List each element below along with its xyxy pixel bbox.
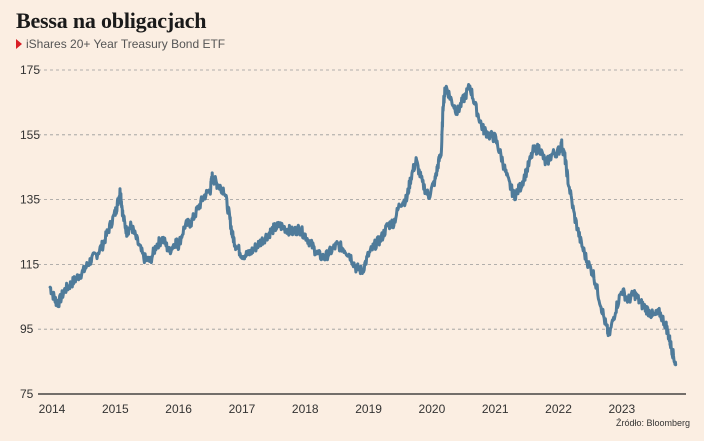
x-tick-label: 2015 <box>102 402 129 416</box>
x-tick-label: 2022 <box>545 402 572 416</box>
x-tick-label: 2021 <box>482 402 509 416</box>
y-tick-label: 135 <box>20 193 40 207</box>
chart-subtitle: iShares 20+ Year Treasury Bond ETF <box>16 37 225 51</box>
source-note: Źródło: Bloomberg <box>615 418 690 428</box>
x-tick-label: 2019 <box>355 402 382 416</box>
x-tick-label: 2016 <box>165 402 192 416</box>
red-triangle-marker-icon <box>16 39 22 49</box>
x-tick-label: 2023 <box>608 402 635 416</box>
y-tick-label: 75 <box>20 387 34 401</box>
x-tick-label: 2017 <box>229 402 256 416</box>
x-tick-label: 2014 <box>39 402 66 416</box>
y-tick-label: 95 <box>20 322 34 336</box>
y-tick-label: 175 <box>20 63 40 77</box>
subtitle-text: iShares 20+ Year Treasury Bond ETF <box>26 37 226 51</box>
y-tick-label: 155 <box>20 128 40 142</box>
series-line <box>48 83 678 367</box>
y-tick-label: 115 <box>20 257 39 271</box>
x-tick-label: 2018 <box>292 402 319 416</box>
chart-title: Bessa na obligacjach <box>16 8 207 33</box>
x-tick-label: 2020 <box>419 402 446 416</box>
